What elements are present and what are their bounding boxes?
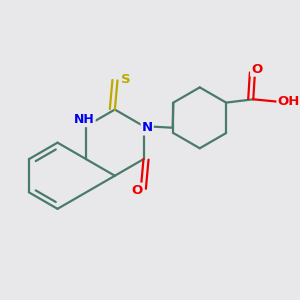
Text: N: N: [142, 122, 153, 134]
Text: S: S: [121, 73, 130, 86]
Text: OH: OH: [278, 94, 300, 107]
Text: NH: NH: [74, 113, 95, 126]
Text: O: O: [251, 63, 262, 76]
Text: O: O: [132, 184, 143, 197]
